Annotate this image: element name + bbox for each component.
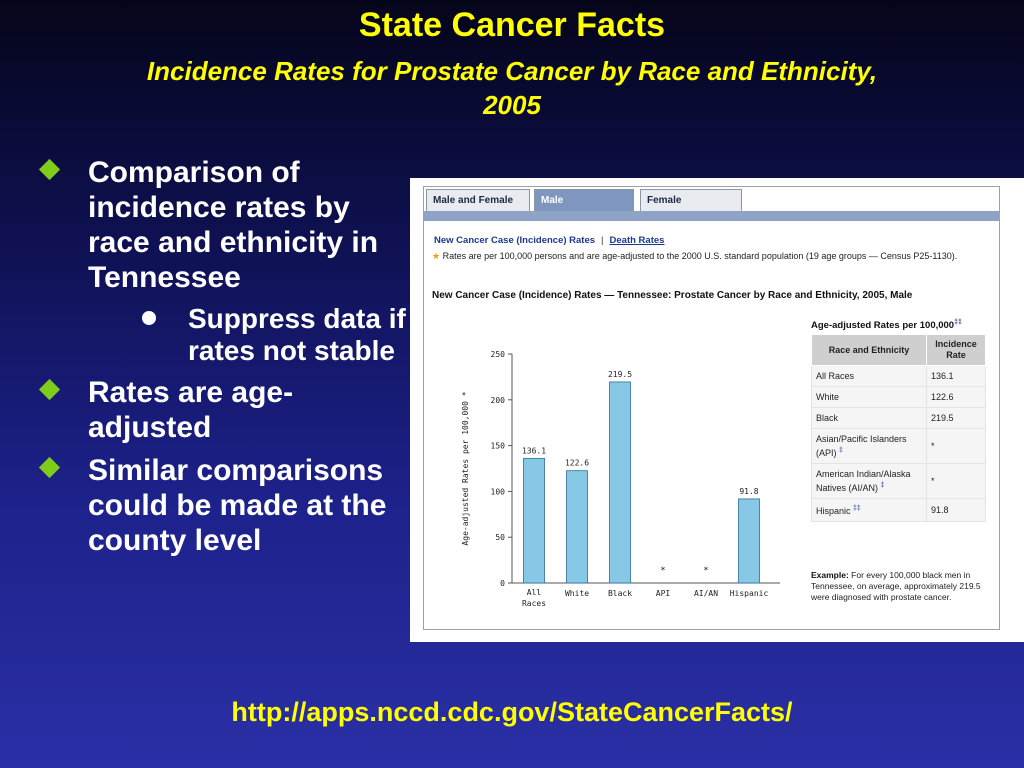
- x-tick-label: Black: [608, 589, 632, 598]
- race-label: Asian/Pacific Islanders (API): [816, 434, 907, 458]
- slide-subtitle: Incidence Rates for Prostate Cancer by R…: [0, 54, 1024, 122]
- tab-male-and-female[interactable]: Male and Female: [426, 189, 530, 211]
- table-title: Age-adjusted Rates per 100,000‡‡: [811, 319, 962, 331]
- footnote-link[interactable]: ‡: [839, 447, 843, 454]
- rate-cell: 122.6: [926, 386, 986, 408]
- race-label: Hispanic: [816, 506, 851, 516]
- race-cell: Black: [811, 407, 927, 429]
- bar-value-label: *: [703, 566, 708, 576]
- table-title-text: Age-adjusted Rates per 100,000: [811, 320, 955, 332]
- embedded-screenshot: Male and Female Male Female New Cancer C…: [410, 178, 1024, 642]
- bar: [566, 470, 588, 584]
- table-row: Hispanic ‡‡ 91.8: [811, 498, 986, 522]
- race-cell: Hispanic ‡‡: [811, 498, 927, 522]
- y-tick-label: 150: [491, 442, 506, 451]
- example-note: Example: For every 100,000 black men in …: [811, 570, 991, 603]
- rate-cell: 219.5: [926, 407, 986, 429]
- bar-value-label: 219.5: [608, 370, 632, 379]
- x-tick-label: API: [656, 589, 671, 598]
- diamond-bullet-icon: [38, 378, 61, 401]
- column-header-race: Race and Ethnicity: [811, 334, 927, 366]
- slide-subtitle-line1: Incidence Rates for Prostate Cancer by R…: [146, 56, 878, 86]
- tab-bar-divider: [424, 211, 999, 221]
- bullet-list: Comparison of incidence rates by race an…: [38, 155, 408, 566]
- race-cell: All Races: [811, 365, 927, 387]
- bar: [738, 498, 760, 584]
- bullet-text: Similar comparisons could be made at the…: [88, 454, 387, 557]
- rate-type-links: New Cancer Case (Incidence) Rates | Death …: [434, 235, 664, 246]
- race-label: Black: [816, 413, 839, 423]
- rate-cell: 91.8: [926, 498, 986, 522]
- star-icon: ★: [432, 251, 441, 261]
- example-text: For every 100,000 black men in Tennessee…: [811, 570, 981, 602]
- incidence-bar-chart: 0 50 100 150 200 250 Age-adjusted Rates per 10…: [461, 350, 780, 608]
- bar-value-label: *: [660, 566, 665, 576]
- y-axis-label: Age-adjusted Rates per 100,000 *: [461, 391, 470, 545]
- chart-heading: New Cancer Case (Incidence) Rates — Tenn…: [432, 290, 913, 301]
- bar-value-label: 122.6: [565, 459, 589, 468]
- diamond-bullet-icon: [38, 158, 61, 181]
- x-tick-label: Hispanic: [730, 589, 769, 598]
- y-tick-label: 250: [491, 350, 506, 359]
- circle-bullet-icon: [142, 311, 156, 325]
- cancer-facts-panel: Male and Female Male Female New Cancer C…: [423, 186, 1000, 630]
- table-row: Asian/Pacific Islanders (API) ‡ *: [811, 428, 986, 464]
- table-header-row: Race and Ethnicity Incidence Rate: [811, 334, 986, 366]
- table-row: White 122.6: [811, 386, 986, 408]
- rate-cell: *: [926, 463, 986, 499]
- race-label: American Indian/Alaska Natives (AI/AN): [816, 469, 911, 493]
- footnote-link[interactable]: ‡: [880, 482, 885, 489]
- rate-cell: *: [926, 428, 986, 464]
- link-separator: |: [601, 235, 604, 246]
- bullet-text: Comparison of incidence rates by race an…: [88, 156, 379, 294]
- rates-note-text: Rates are per 100,000 persons and are ag…: [442, 251, 958, 261]
- sub-bullet-text: Suppress data if rates not stable: [188, 303, 406, 366]
- bullet-item: Rates are age-adjusted: [38, 375, 408, 445]
- race-label: All Races: [816, 371, 855, 381]
- rate-cell: 136.1: [926, 365, 986, 387]
- rates-note: ★ Rates are per 100,000 persons and are …: [432, 250, 972, 262]
- table-row: American Indian/Alaska Natives (AI/AN) ‡…: [811, 463, 986, 499]
- diamond-bullet-icon: [38, 456, 61, 479]
- example-label: Example:: [811, 570, 849, 580]
- bar-value-label: 91.8: [739, 487, 758, 496]
- bar: [523, 457, 545, 584]
- x-tick-label: White: [565, 589, 589, 598]
- race-cell: American Indian/Alaska Natives (AI/AN) ‡: [811, 463, 927, 499]
- bullet-item: Similar comparisons could be made at the…: [38, 453, 408, 558]
- bullet-text: Rates are age-adjusted: [88, 376, 294, 444]
- footnote-link[interactable]: ‡‡: [954, 319, 962, 326]
- bullet-item: Comparison of incidence rates by race an…: [38, 155, 408, 295]
- rates-table: Race and Ethnicity Incidence Rate All Ra…: [811, 334, 986, 522]
- incidence-rates-link[interactable]: New Cancer Case (Incidence) Rates: [434, 235, 596, 246]
- bar-value-label: 136.1: [522, 446, 546, 455]
- slide-subtitle-line2: 2005: [483, 90, 541, 120]
- y-tick-label: 50: [495, 533, 505, 542]
- column-header-rate: Incidence Rate: [926, 334, 986, 366]
- table-row: All Races 136.1: [811, 365, 986, 387]
- x-tick-label: Races: [522, 599, 546, 608]
- tab-male[interactable]: Male: [534, 189, 634, 211]
- y-tick-label: 0: [500, 579, 505, 588]
- bar: [609, 381, 631, 584]
- tab-female[interactable]: Female: [640, 189, 742, 211]
- footnote-link[interactable]: ‡‡: [853, 505, 861, 512]
- race-cell: White: [811, 386, 927, 408]
- sub-bullet-item: Suppress data if rates not stable: [38, 303, 408, 367]
- race-cell: Asian/Pacific Islanders (API) ‡: [811, 428, 927, 464]
- x-tick-label: AI/AN: [694, 589, 718, 598]
- source-url[interactable]: http://apps.nccd.cdc.gov/StateCancerFact…: [231, 697, 793, 727]
- race-label: White: [816, 392, 840, 402]
- death-rates-link[interactable]: Death Rates: [609, 235, 665, 246]
- y-tick-label: 200: [491, 396, 506, 405]
- slide-title: State Cancer Facts: [358, 6, 666, 44]
- y-tick-label: 100: [491, 487, 506, 496]
- x-tick-label: All: [527, 588, 542, 597]
- table-row: Black 219.5: [811, 407, 986, 429]
